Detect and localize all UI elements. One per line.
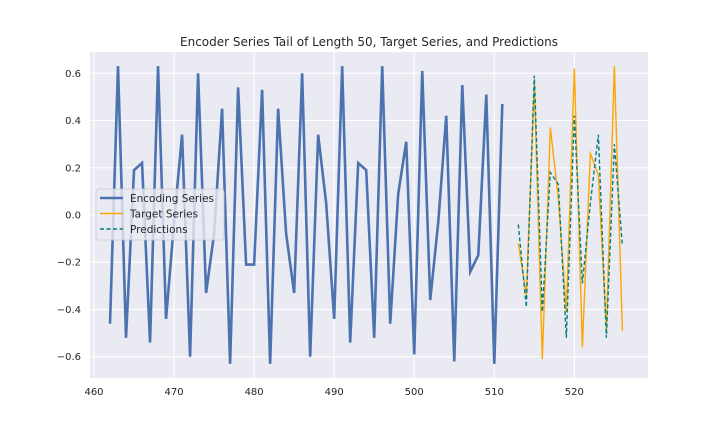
x-tick-label: 460 (84, 387, 103, 398)
x-tick-label: 480 (245, 387, 264, 398)
x-tick-label: 470 (165, 387, 184, 398)
legend-label: Target Series (129, 209, 198, 221)
y-tick-label: 0.6 (65, 69, 81, 80)
legend: Encoding Series Target Series Predictions (95, 188, 225, 241)
x-tick-label: 510 (485, 387, 504, 398)
legend-label: Encoding Series (130, 193, 214, 205)
legend-box (95, 188, 225, 241)
y-tick-label: 0.2 (65, 163, 81, 174)
x-tick-label: 490 (325, 387, 344, 398)
y-tick-label: −0.2 (57, 258, 81, 269)
x-tick-label: 500 (405, 387, 424, 398)
y-tick-label: 0.4 (65, 116, 81, 127)
y-tick-label: −0.4 (57, 305, 81, 316)
legend-label: Predictions (130, 224, 188, 236)
y-tick-label: 0.0 (65, 211, 81, 222)
x-tick-label: 520 (565, 387, 584, 398)
y-axis: −0.6 −0.4 −0.2 0.0 0.2 0.4 0.6 (57, 69, 81, 363)
y-tick-label: −0.6 (57, 352, 81, 363)
x-axis: 460 470 480 490 500 510 520 (84, 387, 583, 398)
chart-title: Encoder Series Tail of Length 50, Target… (180, 35, 558, 49)
predictions-line (517, 75, 624, 338)
